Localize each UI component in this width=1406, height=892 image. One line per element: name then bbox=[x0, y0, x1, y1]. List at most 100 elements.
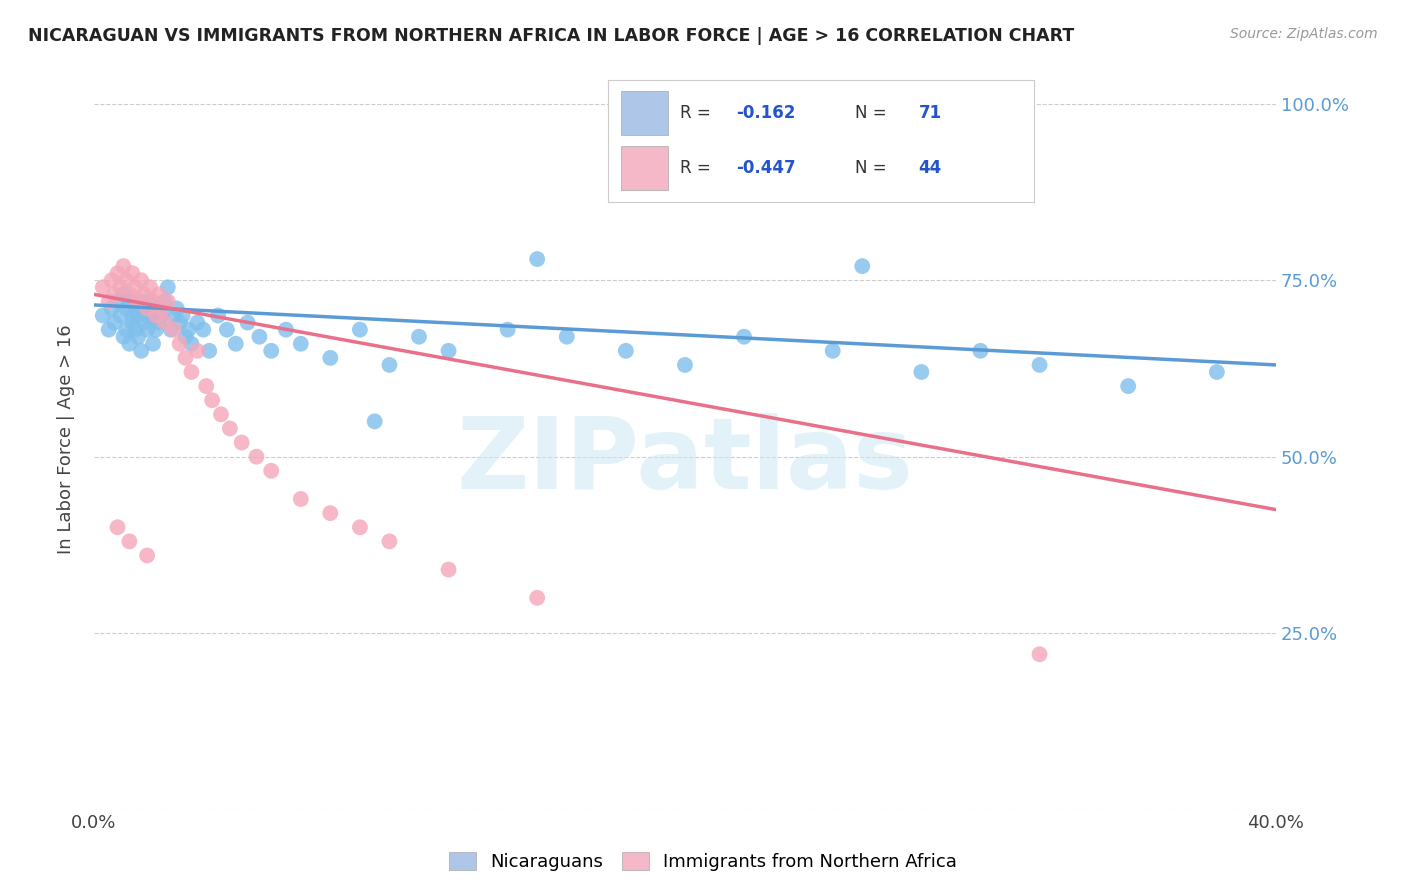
Point bbox=[150, 301, 173, 316]
Point bbox=[207, 309, 229, 323]
Point bbox=[121, 309, 143, 323]
Point bbox=[378, 534, 401, 549]
Point bbox=[104, 316, 127, 330]
Point bbox=[851, 259, 873, 273]
Point bbox=[1116, 379, 1139, 393]
Point bbox=[124, 323, 146, 337]
Point bbox=[148, 287, 170, 301]
Point bbox=[969, 343, 991, 358]
Point bbox=[127, 309, 149, 323]
Point bbox=[437, 563, 460, 577]
Point bbox=[136, 549, 159, 563]
Point bbox=[100, 273, 122, 287]
Point bbox=[169, 316, 191, 330]
Point bbox=[319, 351, 342, 365]
Point bbox=[127, 329, 149, 343]
Point bbox=[349, 323, 371, 337]
Point bbox=[121, 316, 143, 330]
Point bbox=[408, 329, 430, 343]
Point bbox=[319, 506, 342, 520]
Point bbox=[673, 358, 696, 372]
Point bbox=[115, 273, 138, 287]
Point bbox=[195, 379, 218, 393]
Point bbox=[437, 343, 460, 358]
Point bbox=[107, 520, 129, 534]
Point bbox=[910, 365, 932, 379]
Point bbox=[1028, 358, 1050, 372]
Point bbox=[129, 343, 152, 358]
Point bbox=[156, 280, 179, 294]
Point bbox=[526, 252, 548, 266]
Point bbox=[107, 294, 129, 309]
Point bbox=[174, 329, 197, 343]
Point bbox=[201, 393, 224, 408]
Point bbox=[193, 323, 215, 337]
Point bbox=[124, 301, 146, 316]
Point bbox=[218, 421, 240, 435]
Point bbox=[97, 323, 120, 337]
Point bbox=[118, 336, 141, 351]
Point bbox=[91, 309, 114, 323]
Point bbox=[225, 336, 247, 351]
Point bbox=[166, 301, 188, 316]
Point bbox=[104, 287, 127, 301]
Point bbox=[118, 294, 141, 309]
Point bbox=[349, 520, 371, 534]
Point bbox=[186, 316, 208, 330]
Point bbox=[112, 287, 135, 301]
Point bbox=[245, 450, 267, 464]
Point bbox=[260, 343, 283, 358]
Point bbox=[209, 407, 232, 421]
Point bbox=[110, 309, 132, 323]
Point bbox=[215, 323, 238, 337]
Point bbox=[496, 323, 519, 337]
Point bbox=[121, 266, 143, 280]
Point bbox=[231, 435, 253, 450]
Legend: Nicaraguans, Immigrants from Northern Africa: Nicaraguans, Immigrants from Northern Af… bbox=[441, 845, 965, 879]
Point bbox=[91, 280, 114, 294]
Point bbox=[290, 491, 312, 506]
Point bbox=[526, 591, 548, 605]
Point bbox=[129, 273, 152, 287]
Text: Source: ZipAtlas.com: Source: ZipAtlas.com bbox=[1230, 27, 1378, 41]
Point bbox=[134, 316, 156, 330]
Point bbox=[198, 343, 221, 358]
Point bbox=[107, 266, 129, 280]
Point bbox=[172, 309, 194, 323]
Point bbox=[733, 329, 755, 343]
Point bbox=[145, 309, 167, 323]
Point bbox=[136, 301, 159, 316]
Point bbox=[274, 323, 297, 337]
Y-axis label: In Labor Force | Age > 16: In Labor Force | Age > 16 bbox=[58, 324, 75, 554]
Point bbox=[1028, 647, 1050, 661]
Point bbox=[118, 534, 141, 549]
Point bbox=[127, 294, 149, 309]
Point bbox=[115, 301, 138, 316]
Point bbox=[115, 323, 138, 337]
Point bbox=[614, 343, 637, 358]
Point bbox=[97, 294, 120, 309]
Point bbox=[142, 309, 165, 323]
Point bbox=[290, 336, 312, 351]
Point bbox=[159, 323, 181, 337]
Point bbox=[139, 280, 162, 294]
Point bbox=[148, 301, 170, 316]
Point bbox=[378, 358, 401, 372]
Point bbox=[100, 301, 122, 316]
Point bbox=[124, 280, 146, 294]
Point bbox=[145, 323, 167, 337]
Point bbox=[150, 309, 173, 323]
Point bbox=[180, 336, 202, 351]
Point bbox=[129, 294, 152, 309]
Point bbox=[134, 301, 156, 316]
Point bbox=[163, 309, 186, 323]
Point bbox=[156, 294, 179, 309]
Point bbox=[112, 259, 135, 273]
Point bbox=[260, 464, 283, 478]
Point bbox=[142, 294, 165, 309]
Point bbox=[821, 343, 844, 358]
Point bbox=[136, 309, 159, 323]
Point bbox=[118, 287, 141, 301]
Point bbox=[112, 329, 135, 343]
Point bbox=[186, 343, 208, 358]
